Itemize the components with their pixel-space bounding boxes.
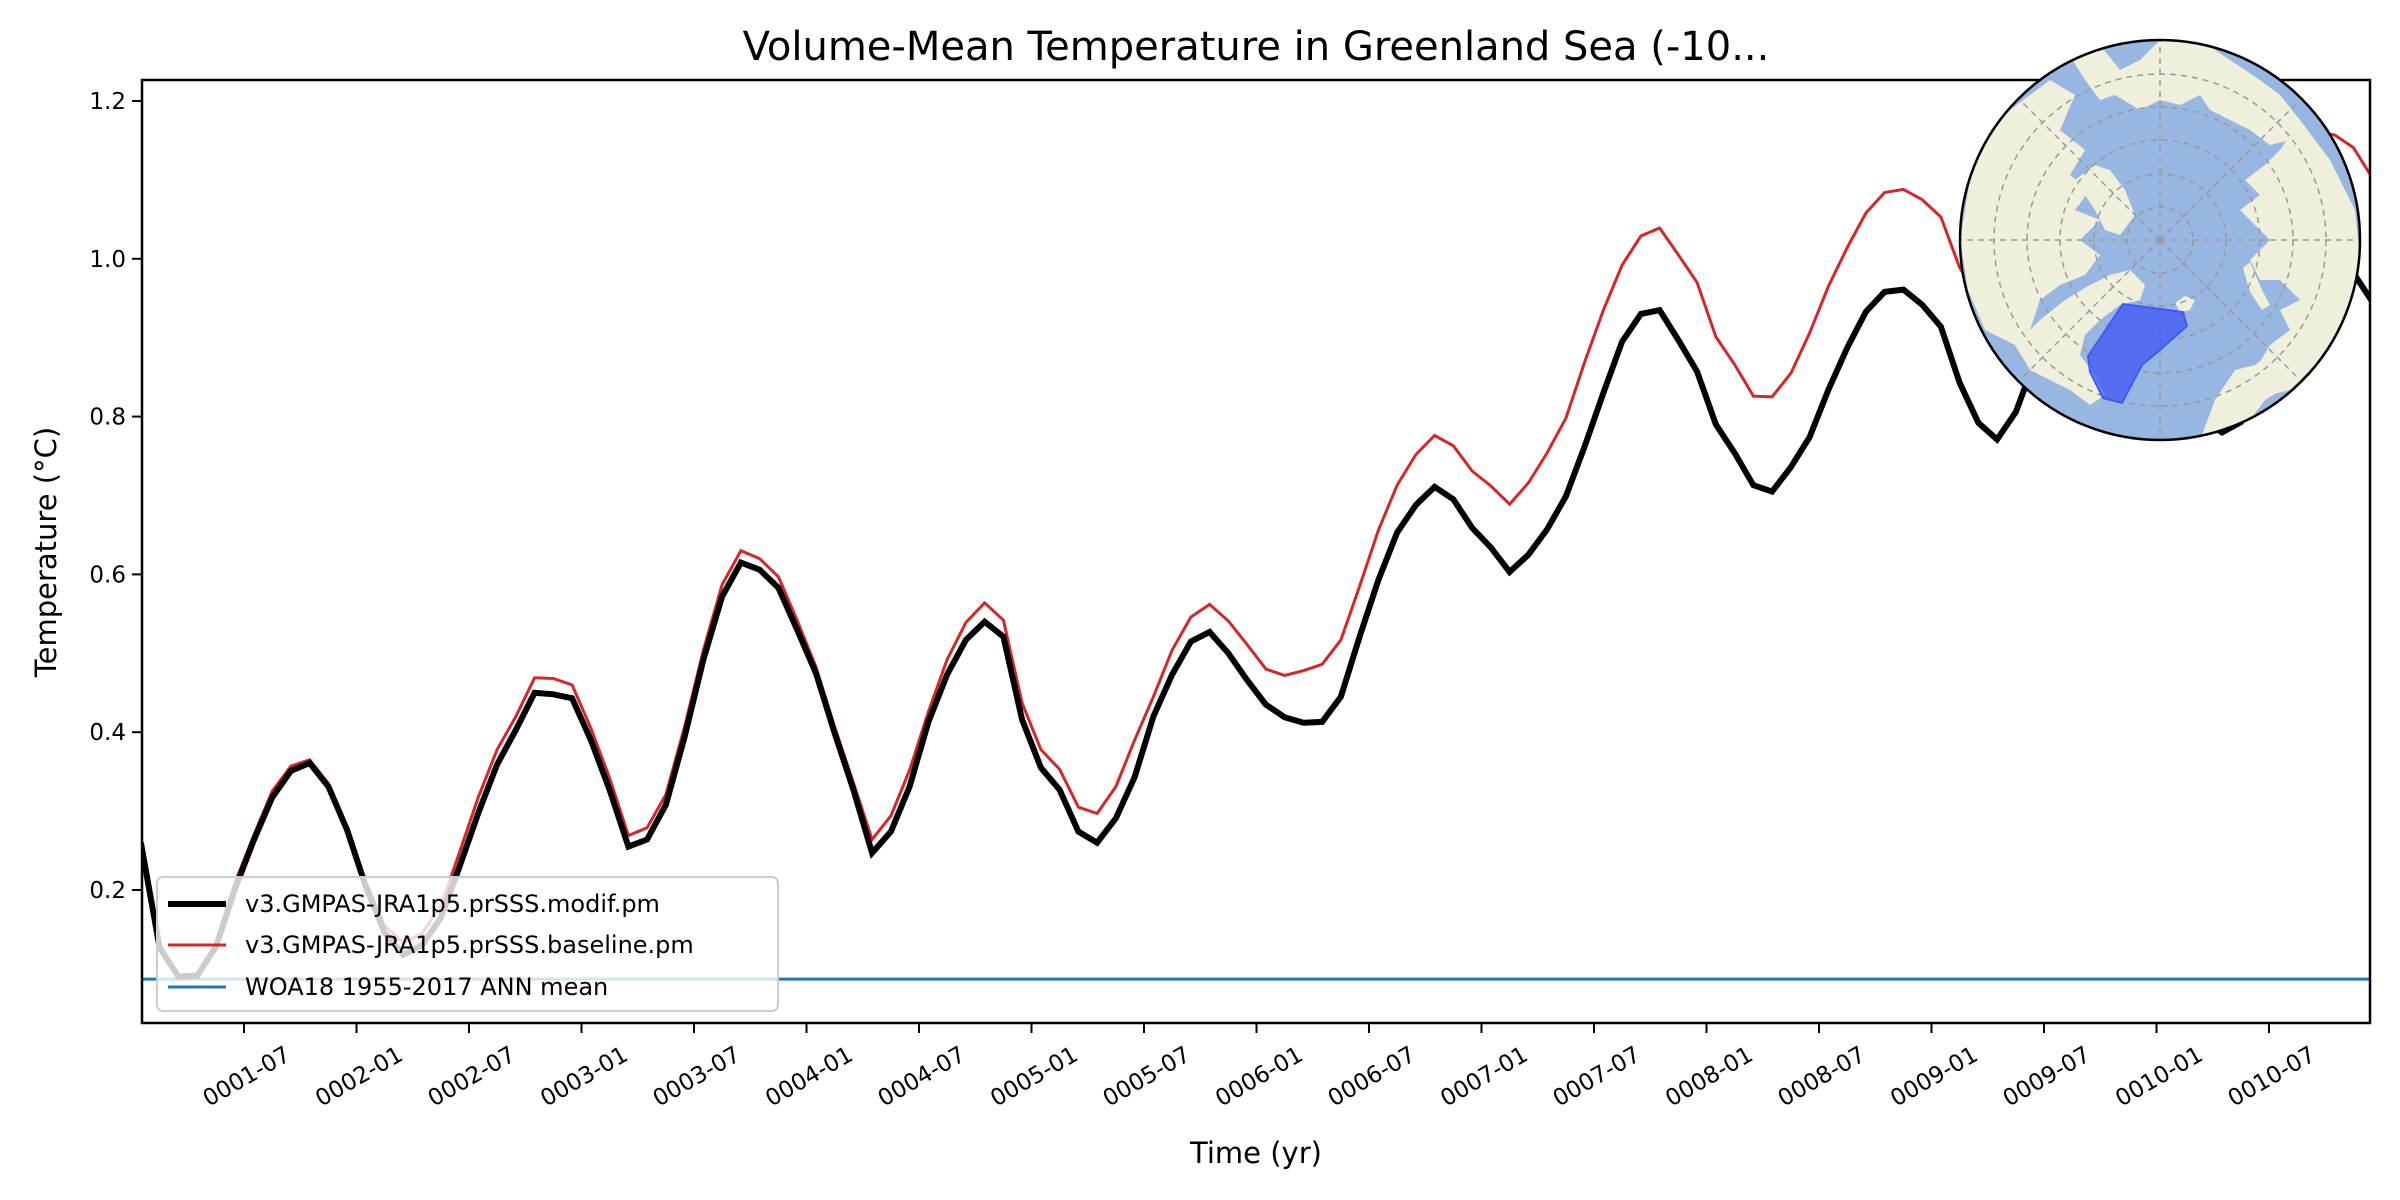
x-tick-label: 0001-07 xyxy=(199,1042,295,1113)
y-tick-label: 1.0 xyxy=(89,247,126,273)
x-tick-label: 0007-01 xyxy=(1436,1042,1532,1113)
x-tick-label: 0006-07 xyxy=(1324,1042,1420,1113)
y-tick-label: 0.4 xyxy=(89,720,126,746)
x-axis: 0001-07 0002-01 0002-07 0003-01 0003-07 0004-… xyxy=(199,1023,2320,1112)
legend-label-baseline: v3.GMPAS-JRA1p5.prSSS.baseline.pm xyxy=(245,931,694,959)
land-scandinavia xyxy=(2200,345,2310,440)
x-tick-label: 0005-07 xyxy=(1099,1042,1195,1113)
y-tick-label: 0.6 xyxy=(89,562,126,588)
x-tick-label: 0004-01 xyxy=(761,1042,857,1113)
graticule-meridian xyxy=(2018,98,2161,241)
x-axis-label: Time (yr) xyxy=(1189,1136,1322,1170)
x-tick-label: 0004-07 xyxy=(874,1042,970,1113)
x-tick-label: 0006-01 xyxy=(1211,1042,1307,1113)
land-novaya-zemlya xyxy=(2243,262,2270,310)
map-boundary xyxy=(1958,38,2362,442)
x-tick-label: 0009-07 xyxy=(1999,1042,2095,1113)
land-svalbard xyxy=(2175,296,2195,312)
x-tick-label: 0009-01 xyxy=(1886,1042,1982,1113)
series-line-modif xyxy=(142,243,2370,980)
graticule-meridian xyxy=(2159,98,2302,241)
x-tick-label: 0007-07 xyxy=(1549,1042,1645,1113)
y-tick-label: 1.2 xyxy=(89,89,126,115)
x-tick-label: 0010-01 xyxy=(2111,1042,2207,1113)
legend-box xyxy=(156,876,779,1012)
land-greenland xyxy=(2015,270,2145,405)
chart-title: Volume-Mean Temperature in Greenland Sea… xyxy=(743,24,1770,70)
y-tick-label: 0.2 xyxy=(89,878,126,904)
legend: v3.GMPAS-JRA1p5.prSSS.modif.pm v3.GMPAS-… xyxy=(156,876,779,1012)
y-tick-label: 0.8 xyxy=(89,405,126,431)
y-axis: 0.2 0.4 0.6 0.8 1.0 1.2 xyxy=(89,89,142,904)
x-tick-label: 0008-07 xyxy=(1774,1042,1870,1113)
legend-label-modif: v3.GMPAS-JRA1p5.prSSS.modif.pm xyxy=(245,890,660,918)
y-axis-label: Temperature (°C) xyxy=(29,427,63,678)
graticule-meridian xyxy=(2159,239,2302,382)
x-tick-label: 0003-07 xyxy=(649,1042,745,1113)
axes-frame xyxy=(140,78,2372,1025)
x-tick-label: 0005-01 xyxy=(986,1042,1082,1113)
inset-map xyxy=(1958,38,2362,442)
x-tick-label: 0010-07 xyxy=(2224,1042,2320,1113)
graticule-meridian xyxy=(2018,239,2161,382)
x-tick-label: 0002-01 xyxy=(311,1042,407,1113)
map-region-greenland-sea xyxy=(2086,302,2189,405)
land-russia xyxy=(2240,120,2360,395)
x-tick-label: 0002-07 xyxy=(424,1042,520,1113)
land-alaska-siberia xyxy=(2060,40,2300,145)
x-tick-label: 0003-01 xyxy=(536,1042,632,1113)
land-canadian-archipelago xyxy=(2075,165,2135,235)
legend-label-woa18: WOA18 1955-2017 ANN mean xyxy=(245,973,608,1001)
x-tick-label: 0008-01 xyxy=(1661,1042,1757,1113)
